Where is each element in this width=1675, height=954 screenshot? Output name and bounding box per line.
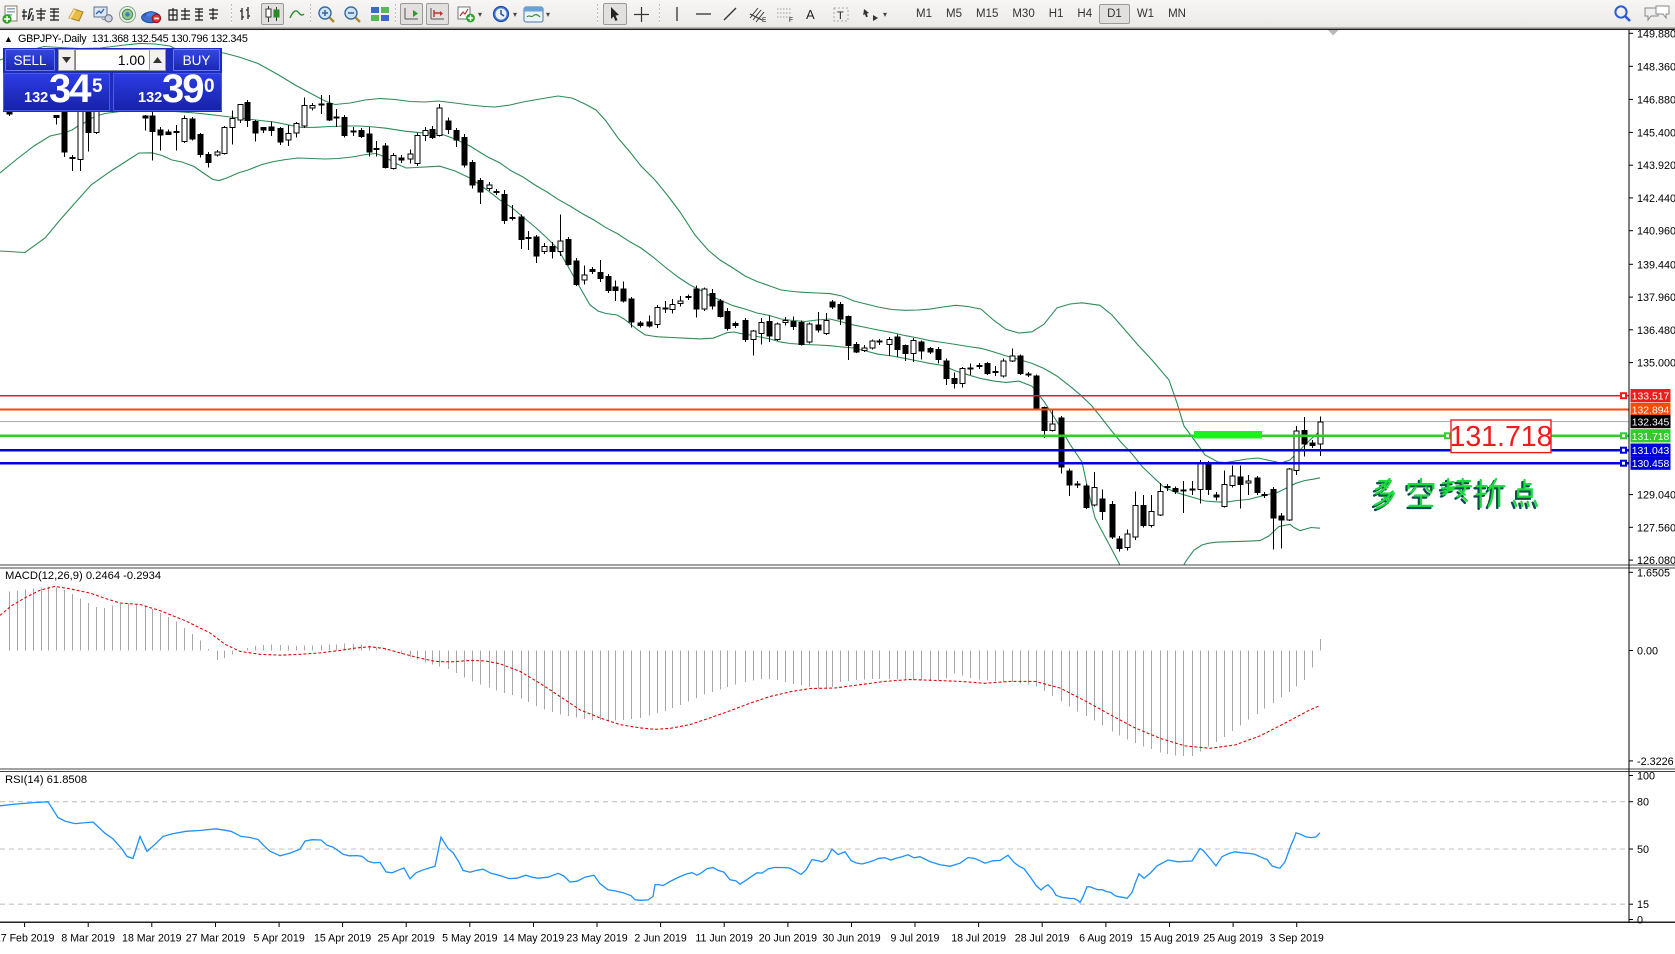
- svg-text:142.440: 142.440: [1637, 193, 1675, 205]
- svg-text:F: F: [789, 17, 793, 23]
- svg-text:148.360: 148.360: [1637, 61, 1675, 73]
- svg-text:146.880: 146.880: [1637, 94, 1675, 106]
- svg-text:126.080: 126.080: [1637, 555, 1675, 567]
- svg-text:15: 15: [1637, 899, 1649, 911]
- svg-text:E: E: [762, 17, 767, 23]
- svg-text:18 Jul 2019: 18 Jul 2019: [951, 933, 1006, 945]
- svg-text:MACD(12,26,9) 0.2464 -0.2934: MACD(12,26,9) 0.2464 -0.2934: [5, 570, 161, 582]
- svg-text:127.560: 127.560: [1637, 522, 1675, 534]
- svg-text:28 Jul 2019: 28 Jul 2019: [1015, 933, 1070, 945]
- svg-text:143.920: 143.920: [1637, 160, 1675, 172]
- svg-text:5 May 2019: 5 May 2019: [442, 933, 497, 945]
- svg-text:129.040: 129.040: [1637, 490, 1675, 502]
- svg-text:2 Jun 2019: 2 Jun 2019: [634, 933, 687, 945]
- svg-text:100: 100: [1637, 771, 1655, 783]
- svg-text:14 May 2019: 14 May 2019: [503, 933, 564, 945]
- svg-text:136.480: 136.480: [1637, 325, 1675, 337]
- svg-text:15 Apr 2019: 15 Apr 2019: [314, 933, 371, 945]
- svg-text:5 Apr 2019: 5 Apr 2019: [253, 933, 304, 945]
- svg-text:132.894: 132.894: [1632, 405, 1670, 416]
- svg-text:T: T: [837, 10, 844, 22]
- svg-text:131.043: 131.043: [1632, 446, 1670, 457]
- svg-text:30 Jun 2019: 30 Jun 2019: [822, 933, 880, 945]
- svg-text:25 Apr 2019: 25 Apr 2019: [378, 933, 435, 945]
- svg-text:23 May 2019: 23 May 2019: [566, 933, 627, 945]
- svg-text:130.458: 130.458: [1632, 459, 1670, 470]
- svg-text:27 Feb 2019: 27 Feb 2019: [0, 933, 54, 945]
- svg-text:RSI(14) 61.8508: RSI(14) 61.8508: [5, 774, 87, 786]
- svg-text:0: 0: [1637, 915, 1643, 927]
- svg-text:3 Sep 2019: 3 Sep 2019: [1270, 933, 1324, 945]
- svg-text:25 Aug 2019: 25 Aug 2019: [1203, 933, 1263, 945]
- svg-text:50: 50: [1637, 844, 1649, 856]
- svg-text:135.000: 135.000: [1637, 358, 1675, 370]
- svg-text:20 Jun 2019: 20 Jun 2019: [759, 933, 817, 945]
- svg-text:140.960: 140.960: [1637, 226, 1675, 238]
- svg-text:131.718: 131.718: [1449, 421, 1552, 453]
- svg-text:27 Mar 2019: 27 Mar 2019: [186, 933, 246, 945]
- svg-text:1.6505: 1.6505: [1637, 567, 1670, 579]
- svg-text:133.517: 133.517: [1632, 392, 1670, 403]
- svg-text:8 Mar 2019: 8 Mar 2019: [61, 933, 115, 945]
- svg-text:149.880: 149.880: [1637, 28, 1675, 40]
- svg-text:6 Aug 2019: 6 Aug 2019: [1079, 933, 1133, 945]
- svg-text:-2.3226: -2.3226: [1637, 756, 1674, 768]
- svg-text:15 Aug 2019: 15 Aug 2019: [1140, 933, 1200, 945]
- svg-text:132.345: 132.345: [1632, 418, 1670, 429]
- svg-text:11 Jun 2019: 11 Jun 2019: [695, 933, 753, 945]
- svg-text:131.718: 131.718: [1632, 432, 1670, 443]
- svg-text:0.00: 0.00: [1637, 646, 1658, 658]
- svg-text:80: 80: [1637, 797, 1649, 809]
- svg-text:137.960: 137.960: [1637, 292, 1675, 304]
- svg-text:9 Jul 2019: 9 Jul 2019: [891, 933, 940, 945]
- svg-text:145.400: 145.400: [1637, 127, 1675, 139]
- svg-text:139.440: 139.440: [1637, 259, 1675, 271]
- svg-text:18 Mar 2019: 18 Mar 2019: [122, 933, 182, 945]
